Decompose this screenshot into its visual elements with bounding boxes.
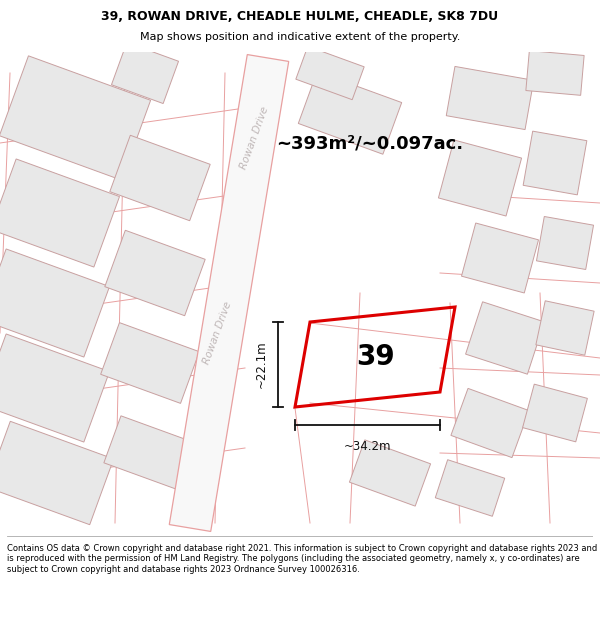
Polygon shape — [112, 42, 179, 104]
Polygon shape — [349, 440, 431, 506]
Polygon shape — [0, 159, 119, 267]
Text: 39, ROWAN DRIVE, CHEADLE HULME, CHEADLE, SK8 7DU: 39, ROWAN DRIVE, CHEADLE HULME, CHEADLE,… — [101, 11, 499, 23]
Text: 39: 39 — [356, 343, 394, 371]
Polygon shape — [466, 302, 544, 374]
Polygon shape — [298, 72, 401, 154]
Polygon shape — [0, 421, 113, 525]
Polygon shape — [0, 249, 110, 357]
Polygon shape — [523, 384, 587, 442]
Polygon shape — [104, 416, 196, 490]
Polygon shape — [526, 51, 584, 96]
Polygon shape — [536, 301, 594, 355]
Polygon shape — [461, 223, 539, 293]
Polygon shape — [536, 216, 593, 269]
Text: ~34.2m: ~34.2m — [344, 440, 391, 453]
Polygon shape — [110, 135, 210, 221]
Polygon shape — [523, 131, 587, 195]
Polygon shape — [105, 230, 205, 316]
Polygon shape — [451, 388, 529, 458]
Polygon shape — [0, 56, 151, 180]
Polygon shape — [169, 54, 289, 531]
Text: ~22.1m: ~22.1m — [255, 341, 268, 388]
Polygon shape — [435, 460, 505, 516]
Polygon shape — [296, 46, 364, 100]
Text: Contains OS data © Crown copyright and database right 2021. This information is : Contains OS data © Crown copyright and d… — [7, 544, 598, 574]
Text: Rowan Drive: Rowan Drive — [238, 105, 270, 171]
Polygon shape — [446, 66, 534, 129]
Text: Rowan Drive: Rowan Drive — [201, 300, 233, 366]
Polygon shape — [0, 334, 110, 442]
Polygon shape — [101, 322, 199, 403]
Polygon shape — [439, 140, 521, 216]
Text: ~393m²/~0.097ac.: ~393m²/~0.097ac. — [277, 134, 464, 152]
Text: Map shows position and indicative extent of the property.: Map shows position and indicative extent… — [140, 32, 460, 43]
